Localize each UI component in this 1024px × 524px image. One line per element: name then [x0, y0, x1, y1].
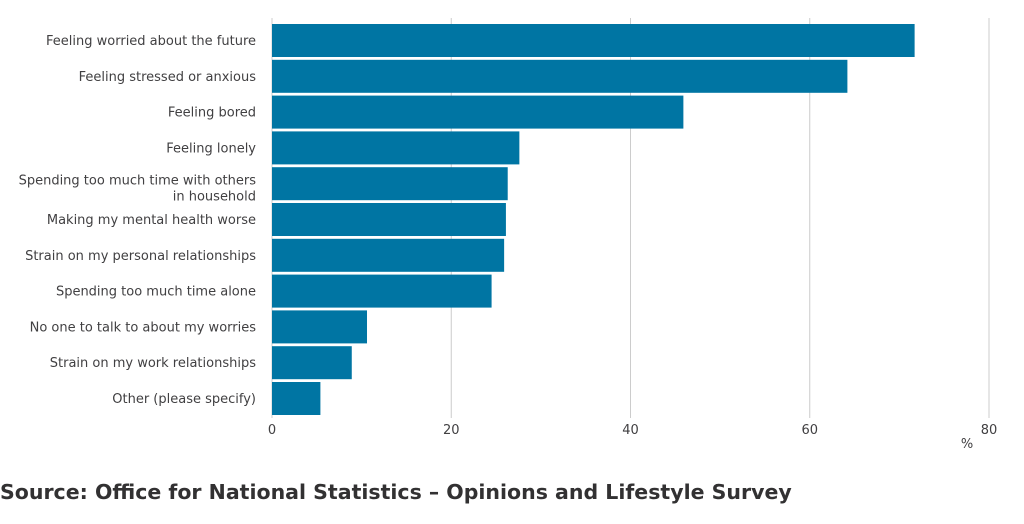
x-tick-label: 0 [268, 423, 276, 438]
category-label: Feeling lonely [166, 141, 256, 156]
x-tick-label: 20 [443, 423, 460, 438]
bar-6 [272, 203, 506, 236]
bar-11 [272, 382, 321, 415]
category-labels: Feeling worried about the future Feeling … [19, 34, 257, 407]
category-label: No one to talk to about my worries [30, 320, 257, 335]
bar-3 [272, 95, 684, 129]
bar-5 [272, 167, 508, 201]
category-label: Feeling worried about the future [46, 34, 256, 49]
category-label: Spending too much time with others in hou… [19, 174, 257, 205]
category-label: Feeling stressed or anxious [79, 70, 257, 85]
x-tick-label: 60 [801, 423, 818, 438]
category-label: Strain on my work relationships [50, 356, 256, 371]
category-label: Making my mental health worse [47, 213, 256, 228]
bar-10 [272, 346, 352, 380]
bar-8 [272, 274, 492, 308]
category-label: Other (please specify) [112, 392, 256, 407]
bar-7 [272, 238, 505, 272]
category-label: Feeling bored [168, 106, 256, 121]
x-axis-label: % [961, 437, 973, 452]
x-tick-label: 40 [622, 423, 639, 438]
bar-9 [272, 310, 368, 344]
bar-4 [272, 131, 520, 165]
category-label: Spending too much time alone [56, 285, 256, 300]
source-note: Source: Office for National Statistics –… [0, 480, 792, 504]
bar-chart: Feeling worried about the future Feeling … [19, 18, 997, 452]
x-tick-label: 80 [981, 423, 998, 438]
x-tick-labels: 0 20 40 60 80 [268, 423, 997, 438]
category-label: Strain on my personal relationships [25, 249, 256, 264]
bar-2 [272, 59, 848, 93]
bar-1 [272, 24, 915, 57]
bars [272, 24, 915, 415]
